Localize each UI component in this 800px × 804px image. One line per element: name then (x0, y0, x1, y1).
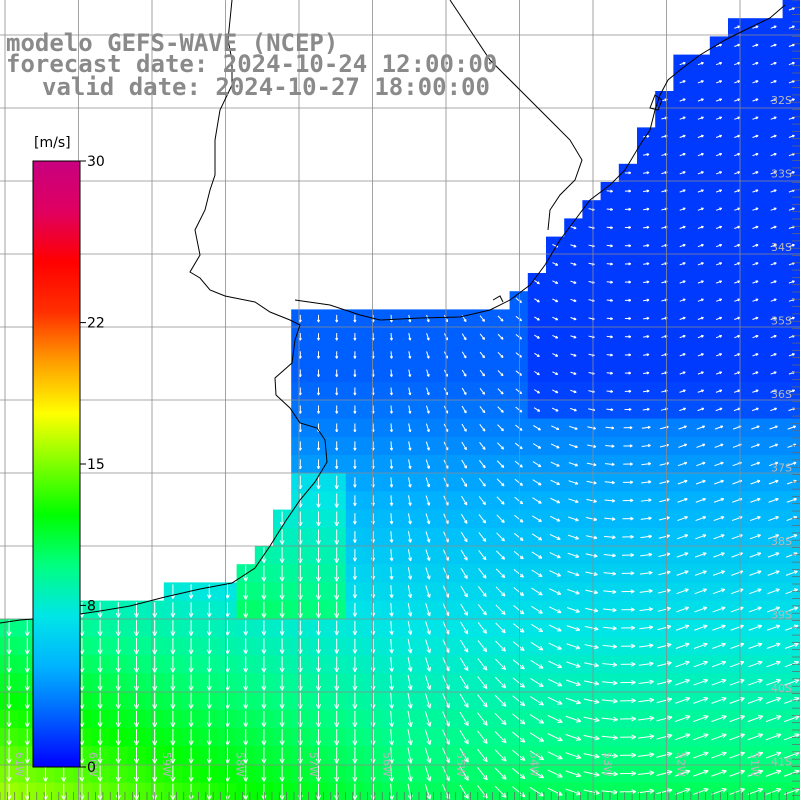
lon-label: 59W (160, 752, 173, 777)
colorbar-tick-label: 22 (87, 316, 105, 332)
colorbar-unit-label: [m/s] (34, 135, 71, 151)
colorbar-tick: 15 (80, 457, 105, 473)
colorbar: [m/s] 30 22 15 8 0 (0, 130, 120, 790)
lon-label: 55W (454, 752, 467, 777)
lat-label: 39S (771, 609, 792, 622)
lon-label: 53W (601, 752, 614, 777)
colorbar-tick: 0 (80, 760, 96, 776)
lon-label: 51W (748, 752, 761, 777)
colorbar-tick-label: 15 (87, 457, 105, 473)
lon-label: 57W (307, 752, 320, 777)
lat-label: 33S (771, 168, 792, 181)
colorbar-tick-label: 30 (87, 154, 105, 170)
colorbar-tick-label: 8 (87, 598, 96, 614)
colorbar-tick: 22 (80, 316, 105, 332)
lat-label: 37S (771, 462, 792, 475)
lat-label: 35S (771, 315, 792, 328)
lon-label: 52W (675, 752, 688, 777)
lat-label: 38S (771, 535, 792, 548)
colorbar-ticks: 30 22 15 8 0 (80, 154, 105, 776)
colorbar-tick: 30 (80, 154, 105, 170)
lat-label: 36S (771, 388, 792, 401)
colorbar-tick: 8 (80, 598, 96, 614)
lat-label: 34S (771, 241, 792, 254)
lat-label: 40S (771, 682, 792, 695)
lat-label: 41S (771, 756, 792, 769)
lon-label: 54W (528, 752, 541, 777)
colorbar-ramp (33, 161, 80, 767)
lon-label: 56W (381, 752, 394, 777)
lon-label: 58W (234, 752, 247, 777)
lat-label: 32S (771, 94, 792, 107)
valid-date: valid date: 2024-10-27 18:00:00 (42, 75, 490, 99)
colorbar-tick-label: 0 (87, 760, 96, 776)
